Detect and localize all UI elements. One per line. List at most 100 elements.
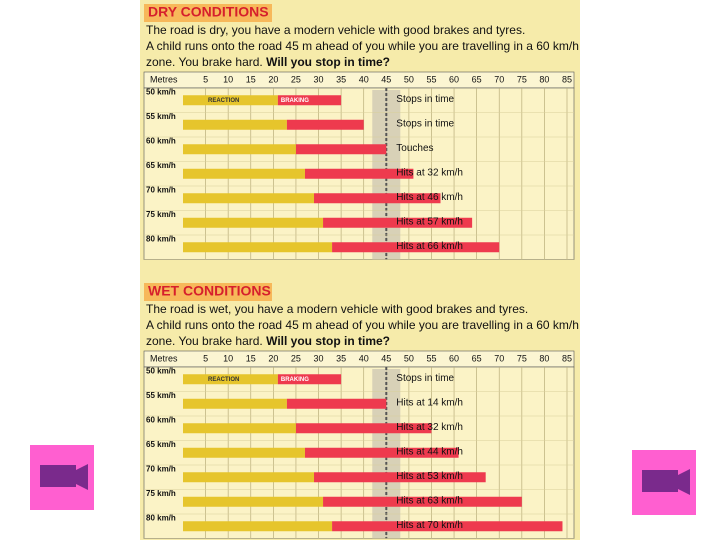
description: zone. You brake hard. Will you stop in t… — [146, 55, 390, 69]
x-tick-label: 25 — [291, 353, 301, 363]
bar-segment — [286, 119, 364, 130]
x-tick-label: 15 — [246, 353, 256, 363]
camera-lens — [76, 464, 88, 490]
bar-segment — [323, 496, 522, 507]
next-button[interactable] — [632, 450, 696, 515]
bar-segment — [183, 472, 315, 483]
y-tick-label: 65 km/h — [146, 440, 176, 449]
x-tick-label: 50 — [404, 74, 414, 84]
bar-segment — [295, 423, 432, 434]
annotation: Hits at 66 km/h — [396, 241, 463, 252]
x-axis-label: Metres — [150, 74, 178, 84]
x-tick-label: 85 — [562, 74, 572, 84]
bar-segment — [286, 398, 387, 409]
x-tick-label: 5 — [203, 74, 208, 84]
camera-lens — [678, 469, 690, 495]
bar-segment — [304, 447, 459, 458]
bar-segment — [332, 242, 500, 253]
camera-body — [642, 470, 678, 492]
description-line: A child runs onto the road 45 m ahead of… — [146, 39, 579, 53]
x-axis-label: Metres — [150, 353, 178, 363]
x-tick-label: 45 — [381, 353, 391, 363]
x-tick-label: 70 — [494, 353, 504, 363]
bar-segment — [183, 193, 315, 204]
legend-label: BRAKING — [281, 377, 309, 383]
question: Will you stop in time? — [266, 55, 390, 69]
x-tick-label: 20 — [268, 353, 278, 363]
title-bg — [144, 4, 272, 22]
bar-segment — [183, 496, 324, 507]
x-tick-label: 75 — [517, 74, 527, 84]
description-line: The road is wet, you have a modern vehic… — [146, 302, 528, 316]
annotation: Hits at 32 km/h — [396, 422, 463, 433]
prev-button[interactable] — [30, 445, 94, 510]
x-tick-label: 60 — [449, 74, 459, 84]
x-tick-label: 10 — [223, 74, 233, 84]
camera-body — [40, 465, 76, 487]
bar-segment — [183, 168, 305, 179]
annotation: Hits at 44 km/h — [396, 446, 463, 457]
annotation: Stops in time — [396, 118, 454, 129]
annotation: Hits at 53 km/h — [396, 471, 463, 482]
x-tick-label: 10 — [223, 353, 233, 363]
bar-segment — [183, 423, 296, 434]
description: The road is dry, you have a modern vehic… — [146, 23, 525, 37]
bar-segment — [304, 168, 414, 179]
y-tick-label: 65 km/h — [146, 161, 176, 170]
bar-segment — [277, 374, 342, 385]
bar-segment — [183, 521, 333, 532]
y-tick-label: 70 km/h — [146, 185, 176, 194]
x-tick-label: 65 — [472, 74, 482, 84]
x-tick-label: 15 — [246, 74, 256, 84]
bar-segment — [183, 374, 278, 385]
y-tick-label: 60 km/h — [146, 136, 176, 145]
x-tick-label: 40 — [359, 353, 369, 363]
x-tick-label: 30 — [314, 353, 324, 363]
bar-segment — [183, 242, 333, 253]
description: The road is wet, you have a modern vehic… — [146, 302, 528, 316]
x-tick-label: 75 — [517, 353, 527, 363]
annotation: Hits at 57 km/h — [396, 216, 463, 227]
annotation: Hits at 14 km/h — [396, 397, 463, 408]
x-tick-label: 55 — [426, 74, 436, 84]
x-tick-label: 25 — [291, 74, 301, 84]
annotation: Touches — [396, 143, 433, 154]
y-tick-label: 80 km/h — [146, 234, 176, 243]
legend-label: REACTION — [208, 377, 239, 383]
x-tick-label: 50 — [404, 353, 414, 363]
bar-segment — [183, 398, 287, 409]
bar-segment — [277, 95, 342, 106]
bar-segment — [183, 95, 278, 106]
bar-segment — [183, 217, 324, 228]
y-tick-label: 75 km/h — [146, 489, 176, 498]
annotation: Hits at 70 km/h — [396, 520, 463, 531]
bar-segment — [183, 119, 287, 130]
x-tick-label: 55 — [426, 353, 436, 363]
x-tick-label: 70 — [494, 74, 504, 84]
legend-label: BRAKING — [281, 98, 309, 104]
x-tick-label: 60 — [449, 353, 459, 363]
x-tick-label: 35 — [336, 74, 346, 84]
description-line: The road is dry, you have a modern vehic… — [146, 23, 525, 37]
description: A child runs onto the road 45 m ahead of… — [146, 318, 579, 332]
y-tick-label: 60 km/h — [146, 415, 176, 424]
x-tick-label: 45 — [381, 74, 391, 84]
annotation: Stops in time — [396, 373, 454, 384]
description: A child runs onto the road 45 m ahead of… — [146, 39, 579, 53]
x-tick-label: 80 — [539, 353, 549, 363]
question: Will you stop in time? — [266, 334, 390, 348]
x-tick-label: 30 — [314, 74, 324, 84]
y-tick-label: 75 km/h — [146, 210, 176, 219]
x-tick-label: 80 — [539, 74, 549, 84]
annotation: Stops in time — [396, 94, 454, 105]
bar-segment — [323, 217, 473, 228]
legend-label: REACTION — [208, 98, 239, 104]
y-tick-label: 80 km/h — [146, 513, 176, 522]
y-tick-label: 55 km/h — [146, 112, 176, 121]
annotation: Hits at 63 km/h — [396, 495, 463, 506]
x-tick-label: 35 — [336, 353, 346, 363]
y-tick-label: 50 km/h — [146, 366, 176, 375]
chart: DRY CONDITIONS The road is dry, you have … — [143, 4, 579, 260]
chart-title: WET CONDITIONS — [148, 283, 271, 299]
